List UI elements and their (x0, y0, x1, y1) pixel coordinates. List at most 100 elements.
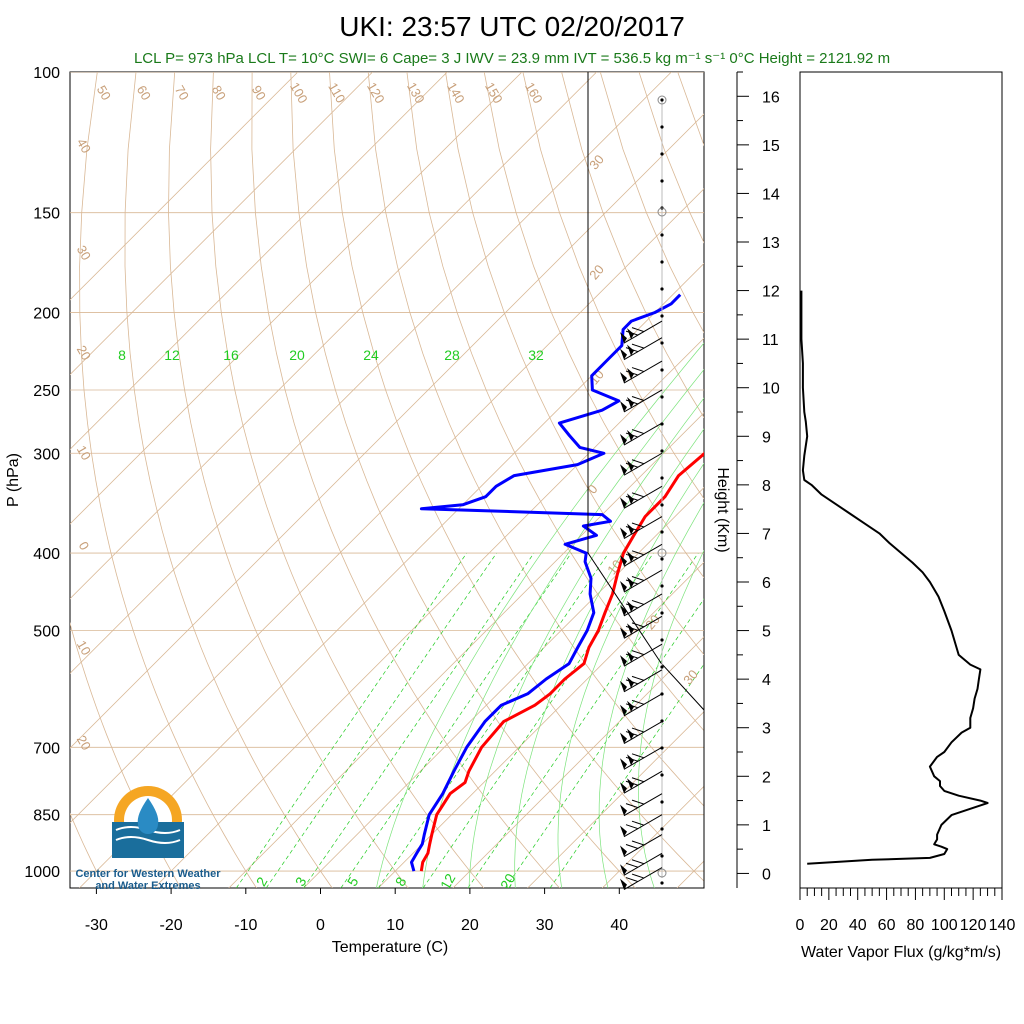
height-tick-label: 0 (762, 866, 771, 883)
mixing-ratio-line (467, 552, 699, 888)
dry-adiabat-line (70, 812, 106, 888)
moist-adiabat-line (557, 462, 704, 888)
wind-barb-flag (627, 493, 634, 505)
wind-barb-flag (620, 497, 627, 509)
wind-barb (620, 793, 663, 817)
wind-barb-flag (620, 845, 627, 857)
barb-dot (660, 827, 664, 831)
mixing-ratio-line (236, 552, 467, 888)
moist-adiabat-line (468, 397, 704, 888)
barb-ring (657, 868, 667, 878)
water-drop-sun-logo-icon (112, 786, 184, 858)
adiabat-label: 0 (584, 482, 600, 497)
moist-adiabat-line (422, 369, 704, 888)
wind-barb-flag (627, 577, 634, 589)
wind-barb-flag (620, 372, 627, 384)
height-tick-label: 11 (762, 332, 779, 349)
isotherm-label: 20 (74, 733, 94, 753)
wind-barb-feather (631, 396, 645, 401)
wind-barb-feather (625, 862, 639, 868)
dry-adiabat-line (124, 72, 333, 888)
wind-barb-feather (631, 492, 645, 498)
wind-barb-shaft (623, 746, 663, 770)
flux-tick-label: 60 (878, 917, 896, 934)
wind-barb-flag (620, 782, 627, 794)
isotherm-line (70, 72, 672, 674)
isotherm-line (70, 113, 704, 749)
barb-dot (660, 449, 664, 453)
isotherm-line (527, 711, 704, 888)
isotherm-line (70, 72, 373, 376)
wind-barb-feather (625, 553, 639, 559)
wind-barb-flag (620, 348, 627, 360)
mixing-ratio-line (340, 552, 572, 888)
dry-adiabat-line (70, 621, 182, 888)
wind-barb (620, 452, 663, 476)
wind-barb-flag (627, 551, 634, 563)
dry-adiabat-line (794, 72, 1024, 888)
wind-barb (620, 721, 663, 745)
wind-barb-flag (620, 655, 627, 667)
wind-barb-feather (631, 753, 645, 759)
wind-barb-flag (627, 778, 634, 790)
y-tick-label: 700 (33, 740, 60, 757)
flux-line (800, 290, 989, 865)
wind-barb-shaft (623, 516, 663, 539)
wind-barb-feather (631, 859, 645, 865)
wind-barb-flag (627, 676, 634, 688)
wind-barb-flag (620, 627, 627, 639)
isotherm-label: 110 (325, 80, 348, 105)
moist-adiabat-line (598, 502, 704, 888)
wind-barb (620, 389, 663, 413)
y-tick-label: 150 (33, 206, 60, 223)
wind-barb (620, 746, 663, 770)
dry-adiabat-line (290, 72, 636, 888)
wind-barb-feather (631, 429, 645, 435)
wind-barb-flag (627, 523, 634, 535)
height-tick-label: 3 (762, 721, 771, 738)
wind-barb (620, 422, 663, 446)
dry-adiabat-line (910, 72, 1024, 888)
wind-barb-shaft (623, 360, 663, 384)
wind-barb-flag (627, 728, 634, 740)
wind-barb-flag (620, 464, 627, 476)
wind-barb-flag (620, 400, 627, 412)
barb-dot (660, 395, 664, 399)
wind-barb (620, 337, 663, 361)
wind-barb-feather (631, 799, 645, 805)
x-tick-label: -10 (234, 917, 257, 934)
wind-barb-feather (625, 625, 639, 631)
temperature-line (419, 451, 704, 872)
flux-frame (799, 71, 1003, 889)
wind-barb-shaft (623, 834, 663, 857)
wind-barb-flag (627, 623, 634, 635)
y-tick-label: 1000 (24, 864, 60, 881)
flux-tick-label: 80 (907, 917, 925, 934)
moist-adiabat-line (376, 342, 704, 888)
mixing-ratio-line (265, 552, 497, 888)
barb-dot (660, 368, 664, 372)
mixing-ratio-label: 16 (223, 347, 239, 363)
barb-dot (660, 773, 664, 777)
isotherm-line (70, 72, 448, 450)
isotherm-label: 90 (249, 83, 269, 103)
wind-barb-feather (625, 495, 639, 501)
wind-barb (620, 669, 663, 693)
wind-barb-shaft (623, 337, 663, 361)
barb-dot (660, 584, 664, 588)
chart-subtitle: LCL P= 973 hPa LCL T= 10°C SWI= 6 Cape= … (134, 50, 890, 67)
wind-barb-feather (631, 522, 645, 528)
y-tick-label: 250 (33, 383, 60, 400)
height-tick-label: 10 (762, 381, 780, 398)
isotherm-label: 100 (287, 80, 311, 106)
barb-dot (660, 341, 664, 345)
flux-tick-label: 0 (796, 917, 805, 934)
isotherm-line (79, 262, 704, 888)
wind-barb-feather (625, 399, 639, 405)
x-tick-label: 40 (610, 917, 628, 934)
isotherm-label: 10 (74, 638, 94, 658)
barb-dot (660, 314, 664, 318)
mixing-ratio-label: 28 (444, 347, 460, 363)
wind-barb-flag (627, 700, 634, 712)
wind-barb-flag (620, 758, 627, 770)
